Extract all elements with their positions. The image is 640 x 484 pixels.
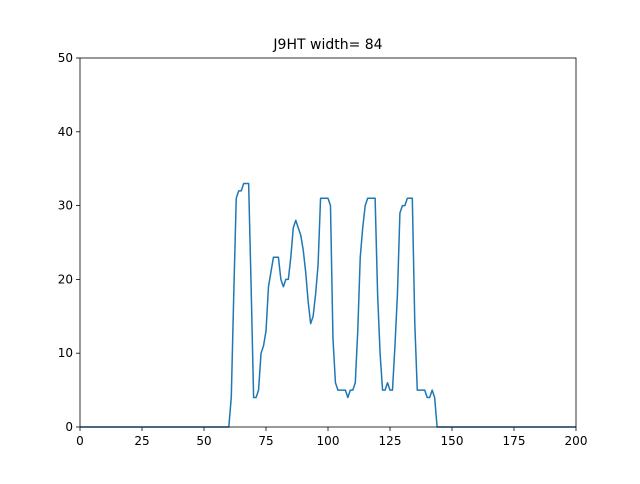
y-tick-label: 20 (58, 272, 73, 286)
chart-title: J9HT width= 84 (272, 37, 382, 53)
x-tick-label: 125 (379, 434, 402, 448)
x-tick-label: 50 (196, 434, 211, 448)
x-tick-label: 150 (441, 434, 464, 448)
x-tick-label: 25 (134, 434, 149, 448)
data-line (80, 182, 576, 428)
x-tick-label: 175 (503, 434, 526, 448)
y-tick-label: 0 (65, 420, 73, 434)
x-tick-label: 100 (317, 434, 340, 448)
y-tick-label: 10 (58, 346, 73, 360)
x-tick-label: 200 (565, 434, 588, 448)
y-tick-label: 40 (58, 125, 73, 139)
x-tick-label: 75 (258, 434, 273, 448)
y-tick-label: 50 (58, 51, 73, 65)
x-tick-label: 0 (76, 434, 84, 448)
plot-frame (79, 57, 577, 428)
y-tick-label: 30 (58, 199, 73, 213)
